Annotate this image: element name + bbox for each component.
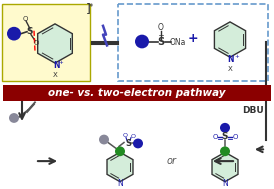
Text: O: O	[232, 134, 238, 140]
Text: N: N	[228, 55, 234, 64]
Text: O: O	[122, 133, 127, 138]
Text: N: N	[222, 179, 228, 188]
Text: X: X	[53, 72, 57, 78]
Text: ]: ]	[86, 2, 91, 15]
Circle shape	[135, 35, 149, 48]
Text: S: S	[222, 132, 228, 141]
Text: ONa: ONa	[170, 38, 186, 47]
Circle shape	[115, 146, 125, 156]
Polygon shape	[38, 24, 72, 63]
Text: DBU: DBU	[242, 106, 264, 115]
Text: X: X	[228, 66, 232, 72]
Circle shape	[9, 113, 19, 123]
Text: O: O	[22, 16, 28, 22]
Text: O: O	[130, 134, 136, 139]
Text: S: S	[158, 37, 165, 47]
Text: S: S	[125, 139, 131, 148]
Circle shape	[99, 135, 109, 144]
Text: O: O	[158, 23, 164, 32]
Text: +: +	[235, 54, 239, 59]
Text: N: N	[53, 60, 59, 70]
Text: O: O	[212, 134, 218, 140]
FancyBboxPatch shape	[3, 85, 271, 101]
Text: N: N	[117, 179, 123, 188]
Circle shape	[220, 146, 230, 156]
Polygon shape	[215, 22, 246, 57]
Polygon shape	[212, 152, 238, 182]
Text: +: +	[188, 32, 198, 45]
Text: +: +	[59, 60, 63, 65]
Circle shape	[220, 123, 230, 133]
Text: *: *	[89, 3, 93, 12]
Text: one- vs. two-electron pathway: one- vs. two-electron pathway	[48, 88, 226, 98]
Text: S: S	[27, 27, 33, 36]
Polygon shape	[107, 152, 133, 182]
Text: O: O	[33, 40, 39, 46]
Circle shape	[7, 27, 21, 40]
FancyBboxPatch shape	[2, 4, 90, 81]
Text: or: or	[167, 156, 177, 166]
Circle shape	[133, 139, 143, 148]
